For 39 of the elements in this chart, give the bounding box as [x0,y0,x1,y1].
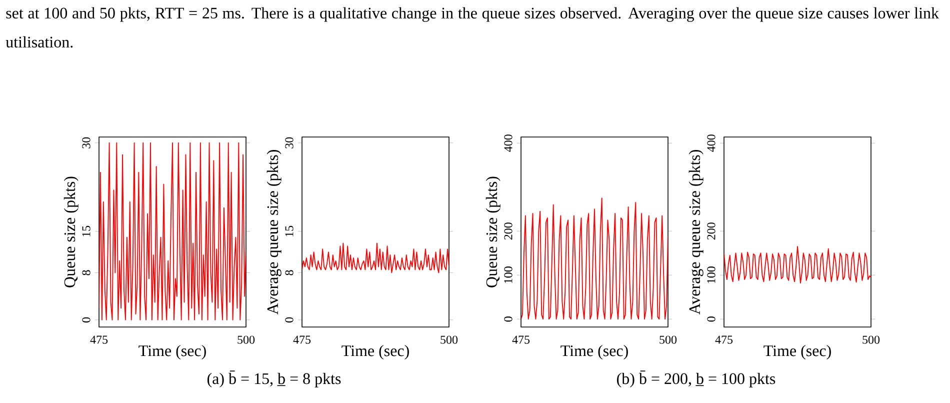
y-tick-label: 100 [707,266,716,284]
y-tick-label: 15 [82,226,90,236]
line-series [302,242,449,274]
text: set at 100 and 50 pkts, RTT = 25 ms. There is a qualitative change in the queue sizes observed. Averaging over the queue size causes lower link utilisation. [6,7,940,48]
y-tick-label: 0 [707,316,716,322]
y-axis-title: Queue size (pkts) [64,176,78,288]
y-tick-label: 200 [707,222,716,240]
y-tick-label: 30 [285,137,294,148]
y-axis-title: Average queue size (pkts) [266,150,282,315]
x-tick-label: 500 [238,336,255,344]
y-tick-label: 15 [285,226,294,236]
x-tick-label: 475 [512,336,530,344]
y-axis-title: Average queue size (pkts) [688,150,704,315]
line-series [99,142,246,320]
y-tick-label: 400 [504,134,512,152]
x-axis-title: Time (sec) [764,344,831,360]
text: (b) b̄ = 200, b̲ = 100 pkts [617,370,776,388]
y-axis-title: Queue size (pkts) [486,176,500,288]
x-tick-label: 500 [660,336,677,344]
x-tick-label: 475 [293,336,311,344]
y-tick-label: 0 [285,317,294,322]
x-axis-title: Time (sec) [560,344,628,360]
y-tick-label: 400 [707,134,716,152]
line-series [724,246,871,284]
x-tick-label: 500 [440,336,458,344]
y-tick-label: 8 [82,270,90,276]
x-axis-title: Time (sec) [138,344,206,360]
y-tick-label: 8 [285,270,294,276]
y-tick-label: 200 [504,222,512,240]
y-tick-label: 100 [504,266,512,284]
y-tick-label: 0 [504,316,512,322]
text: (a) b̄ = 15, b̲ = 8 pkts [207,370,341,388]
x-tick-label: 475 [715,336,733,344]
x-tick-label: 500 [862,336,880,344]
x-axis-title: Time (sec) [342,344,409,360]
y-tick-label: 30 [82,137,90,148]
y-tick-label: 0 [82,317,90,322]
line-series [521,198,668,320]
x-tick-label: 475 [90,336,108,344]
